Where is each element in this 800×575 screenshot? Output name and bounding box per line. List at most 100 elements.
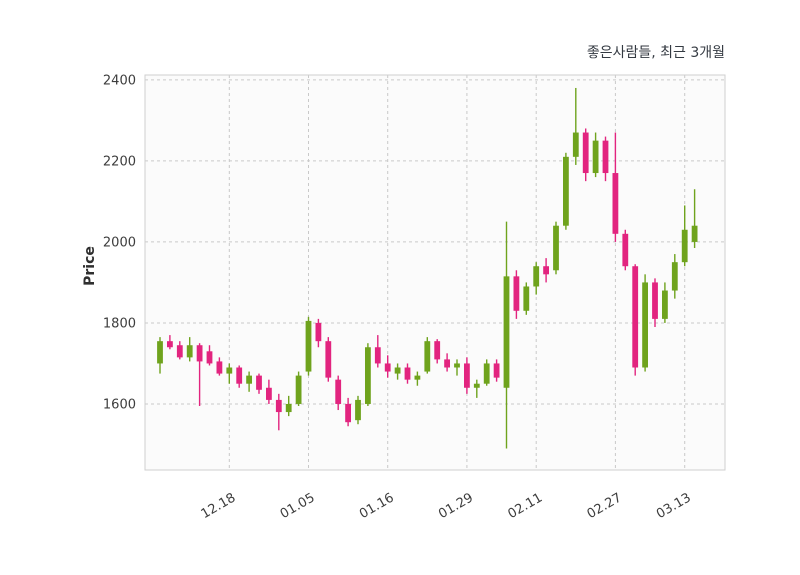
candle-body [691, 225, 698, 242]
candle-up [295, 371, 302, 406]
candle-body [325, 341, 332, 378]
x-tick-label: 02.27 [585, 490, 625, 522]
candle-body [315, 322, 322, 342]
candle-body [216, 361, 223, 374]
candle-up [642, 274, 648, 372]
candle-down [325, 337, 332, 382]
candle-up [414, 371, 421, 386]
candle-up [424, 337, 431, 374]
candle-up [553, 221, 559, 275]
candle-body [602, 140, 609, 174]
candle-body [176, 345, 183, 358]
candle-up [365, 343, 371, 406]
candle-body [493, 363, 500, 378]
candle-body [671, 262, 678, 291]
candle-body [563, 156, 569, 226]
candle-up [355, 395, 361, 425]
candle-down [206, 345, 213, 366]
x-tick-label: 12.18 [199, 490, 239, 522]
candle-body [523, 286, 530, 311]
candle-body [424, 341, 431, 372]
candle-down [176, 341, 183, 360]
candle-down [434, 339, 441, 364]
candle-up [246, 371, 252, 392]
candle-body [167, 341, 173, 348]
candle-down [345, 397, 351, 427]
candle-up [157, 337, 163, 374]
candle-down [632, 264, 639, 376]
candle-down [543, 258, 549, 283]
candle-down [167, 335, 173, 350]
x-tick-label: 01.16 [357, 490, 397, 522]
candle-body [503, 276, 510, 388]
candle-body [226, 367, 233, 374]
candle-body [582, 132, 589, 174]
candle-down [374, 335, 381, 368]
candle-up [394, 363, 401, 380]
candle-body [652, 282, 658, 319]
candle-up [681, 205, 688, 267]
y-tick-label: 2400 [103, 73, 136, 88]
candle-down [335, 375, 342, 411]
candle-down [216, 357, 223, 376]
candle-body [305, 320, 312, 372]
candle-body [374, 347, 381, 364]
candle-body [157, 341, 163, 364]
candle-body [464, 363, 470, 388]
y-axis-title: Price [82, 246, 98, 286]
candle-body [355, 399, 361, 421]
x-tick-label: 01.29 [436, 490, 476, 522]
candle-body [553, 225, 559, 271]
candle-down [622, 229, 629, 271]
candle-body [513, 276, 520, 311]
candle-up [572, 87, 579, 165]
x-tick-label: 03.13 [654, 490, 694, 522]
candle-body [335, 379, 342, 404]
candle-up [691, 189, 698, 248]
candle-body [662, 290, 668, 319]
candle-down [652, 278, 658, 327]
candle-down [196, 343, 203, 406]
candle-up [592, 132, 599, 178]
candle-down [266, 379, 272, 404]
candle-body [444, 359, 450, 368]
candle-down [404, 363, 411, 384]
candle-body [543, 266, 549, 275]
candle-body [256, 375, 262, 390]
candle-body [196, 345, 203, 362]
x-tick-label: 02.11 [505, 490, 545, 522]
candle-body [275, 399, 282, 413]
candle-down [513, 270, 520, 319]
candle-body [632, 266, 639, 368]
candle-up [563, 152, 569, 230]
candle-body [404, 367, 411, 380]
candle-body [622, 233, 629, 267]
candle-body [285, 403, 292, 413]
candle-down [582, 128, 589, 182]
candle-up [454, 359, 460, 376]
candle-body [384, 363, 391, 372]
candle-body [186, 345, 193, 358]
plot-border [144, 74, 726, 471]
candle-down [275, 393, 282, 431]
candle-body [454, 363, 460, 368]
candle-down [384, 355, 391, 378]
y-tick-label: 2200 [103, 154, 136, 169]
candle-body [206, 351, 213, 364]
y-tick-label: 1800 [103, 316, 136, 331]
candle-body [266, 387, 272, 400]
candle-up [285, 395, 292, 417]
candle-down [612, 132, 619, 242]
candle-body [414, 375, 421, 380]
x-tick-label: 01.05 [278, 490, 318, 522]
candle-down [315, 318, 322, 348]
candle-body [483, 363, 490, 384]
candle-body [394, 367, 401, 374]
y-tick-label: 2000 [103, 235, 136, 250]
candle-body [572, 132, 579, 157]
candle-up [533, 262, 540, 295]
candle-down [236, 365, 243, 388]
candle-up [503, 221, 510, 449]
candle-body [642, 282, 648, 368]
